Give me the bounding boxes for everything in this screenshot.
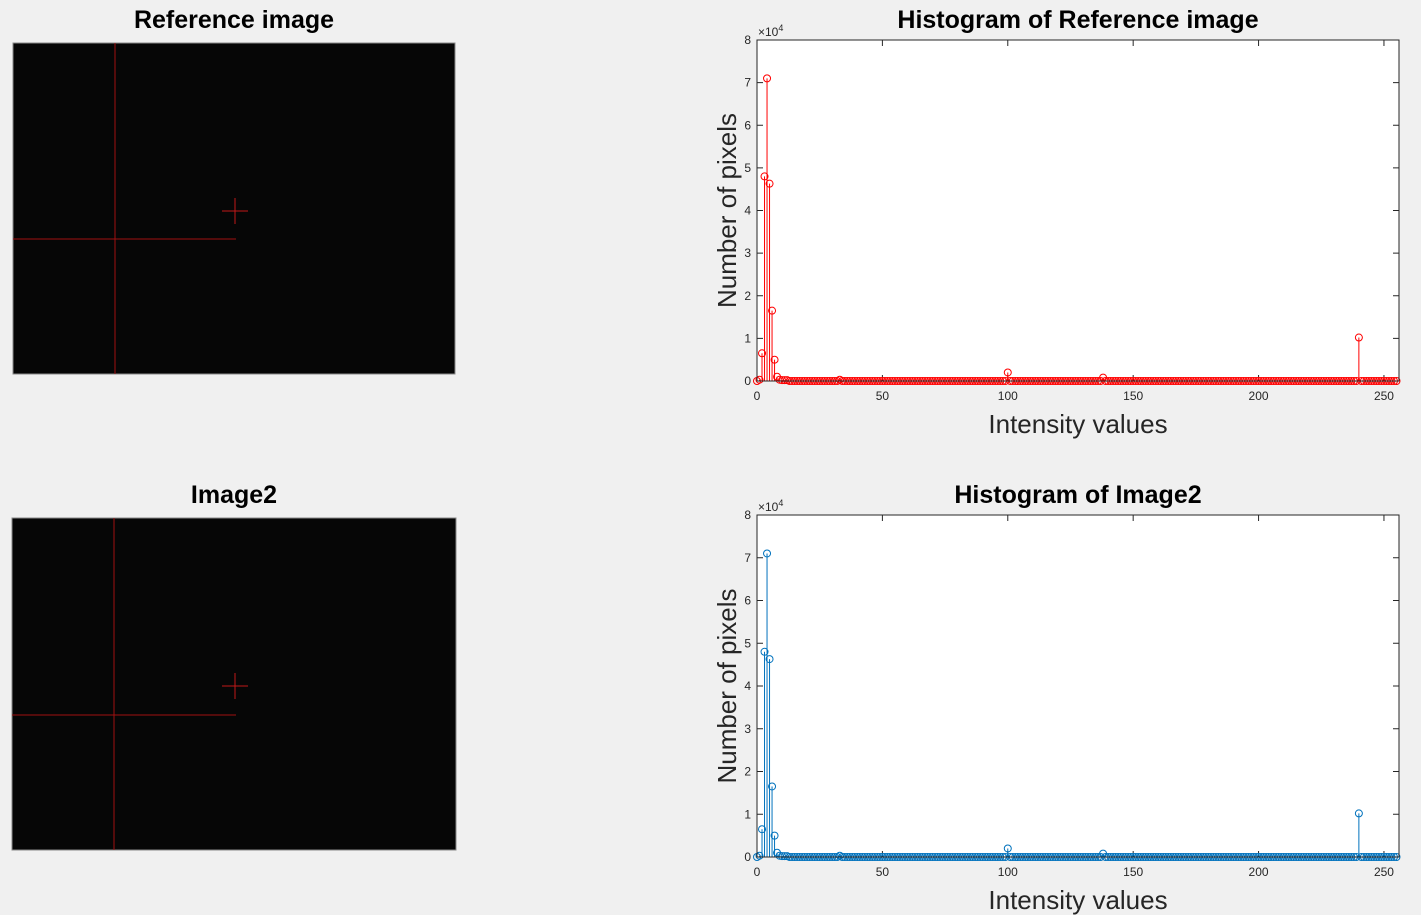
image — [11, 517, 457, 851]
stem-marker — [755, 851, 764, 860]
y-multiplier-exponent: 4 — [778, 498, 783, 508]
axes-box — [756, 39, 1400, 382]
stem-marker — [763, 549, 772, 558]
y-tick-label: 8 — [744, 33, 751, 47]
x-tick-label: 150 — [1123, 389, 1143, 403]
stem-marker — [758, 825, 767, 834]
y-tick-label: 1 — [744, 807, 751, 821]
stem-marker — [768, 306, 777, 315]
y-axis-label: Number of pixels — [712, 113, 742, 308]
x-tick-label: 150 — [1123, 865, 1143, 879]
x-tick-label: 250 — [1374, 389, 1394, 403]
x-tick-label: 250 — [1374, 865, 1394, 879]
stem-marker — [755, 375, 764, 384]
x-tick-label: 200 — [1249, 389, 1269, 403]
image-panel: Reference image — [12, 6, 456, 375]
stem-marker — [1354, 333, 1363, 342]
stem-marker — [760, 172, 769, 181]
stem-marker — [780, 376, 789, 385]
chart-title: Histogram of Image2 — [954, 481, 1201, 509]
axes-box — [756, 514, 1400, 858]
x-tick-label: 100 — [998, 389, 1018, 403]
stem-marker — [1003, 844, 1012, 853]
x-tick-label: 0 — [754, 865, 761, 879]
x-tick-label: 50 — [876, 865, 890, 879]
x-axis-label: Intensity values — [988, 409, 1167, 439]
y-multiplier: ×104 — [758, 498, 783, 514]
y-tick-label: 3 — [744, 722, 751, 736]
stem-marker — [758, 349, 767, 358]
y-multiplier-exponent: 4 — [778, 23, 783, 33]
y-tick-label: 7 — [744, 551, 751, 565]
stem-marker — [780, 852, 789, 861]
plot-area — [757, 515, 1399, 857]
y-tick-label: 1 — [744, 331, 751, 345]
stem-marker — [1003, 368, 1012, 377]
plot-area — [757, 40, 1399, 381]
stem-marker — [765, 179, 774, 188]
y-multiplier-base: ×10 — [758, 25, 779, 39]
image-panel: Image2 — [11, 481, 457, 851]
y-multiplier-base: ×10 — [758, 500, 779, 514]
stem-marker — [778, 376, 787, 385]
y-tick-label: 8 — [744, 508, 751, 522]
y-tick-label: 4 — [744, 679, 751, 693]
image-title: Image2 — [191, 481, 277, 509]
y-tick-label: 5 — [744, 161, 751, 175]
chart: Histogram of Image2 0 50 100 150 200 250 0 1 2 3 4 5… — [712, 481, 1401, 915]
image — [12, 42, 456, 375]
y-tick-label: 6 — [744, 594, 751, 608]
stem-marker — [765, 655, 774, 664]
x-tick-label: 50 — [876, 389, 890, 403]
y-tick-label: 0 — [744, 374, 751, 388]
y-tick-label: 6 — [744, 118, 751, 132]
stem-marker — [768, 782, 777, 791]
y-tick-label: 3 — [744, 246, 751, 260]
stem-marker — [770, 831, 779, 840]
y-tick-label: 7 — [744, 76, 751, 90]
x-axis-label: Intensity values — [988, 885, 1167, 915]
y-tick-label: 2 — [744, 289, 751, 303]
stem-marker — [760, 647, 769, 656]
stem-marker — [763, 74, 772, 83]
stem-marker — [1354, 809, 1363, 818]
image-title: Reference image — [134, 6, 334, 34]
y-tick-label: 5 — [744, 636, 751, 650]
y-multiplier: ×104 — [758, 23, 783, 39]
stem-marker — [770, 355, 779, 364]
y-tick-label: 0 — [744, 850, 751, 864]
y-tick-label: 4 — [744, 204, 751, 218]
y-axis-label: Number of pixels — [712, 588, 742, 783]
stem-marker — [778, 852, 787, 861]
x-tick-label: 100 — [998, 865, 1018, 879]
y-tick-label: 2 — [744, 765, 751, 779]
x-tick-label: 200 — [1249, 865, 1269, 879]
chart-title: Histogram of Reference image — [897, 6, 1258, 34]
x-tick-label: 0 — [754, 389, 761, 403]
